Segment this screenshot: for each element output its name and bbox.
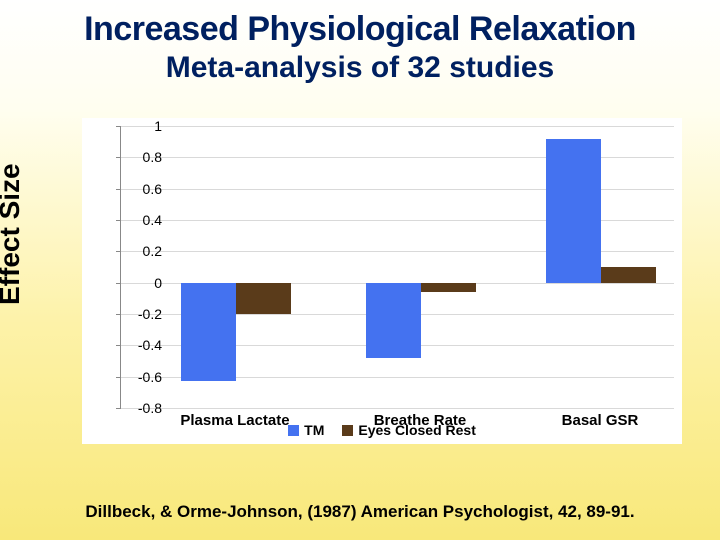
bar: [601, 267, 656, 283]
tick-marker: [116, 126, 121, 127]
y-tick-label: 0.4: [122, 212, 162, 228]
legend: TM Eyes Closed Rest: [82, 422, 682, 438]
y-tick-label: -0.2: [122, 306, 162, 322]
tick-marker: [116, 189, 121, 190]
page-subtitle: Meta-analysis of 32 studies: [0, 51, 720, 85]
grid-line: [121, 408, 674, 409]
tick-marker: [116, 283, 121, 284]
legend-label: TM: [304, 422, 324, 438]
citation-text: Dillbeck, & Orme-Johnson, (1987) America…: [0, 502, 720, 522]
tick-marker: [116, 314, 121, 315]
y-tick-label: 0.2: [122, 243, 162, 259]
bar: [181, 283, 236, 382]
y-tick-label: 0.8: [122, 149, 162, 165]
bar: [421, 283, 476, 292]
grid-line: [121, 126, 674, 127]
legend-item: Eyes Closed Rest: [342, 422, 476, 438]
tick-marker: [116, 220, 121, 221]
y-tick-label: -0.8: [122, 400, 162, 416]
bar: [236, 283, 291, 314]
plot-area: [120, 126, 674, 408]
y-tick-label: -0.4: [122, 337, 162, 353]
legend-item: TM: [288, 422, 324, 438]
tick-marker: [116, 408, 121, 409]
bar: [366, 283, 421, 358]
tick-marker: [116, 157, 121, 158]
bar: [546, 139, 601, 283]
chart-area: Plasma LactateBreathe RateBasal GSR TMEy…: [82, 118, 682, 444]
y-tick-label: 0: [122, 275, 162, 291]
y-tick-label: -0.6: [122, 369, 162, 385]
tick-marker: [116, 377, 121, 378]
y-axis-label: Effect Size: [0, 163, 26, 305]
tick-marker: [116, 345, 121, 346]
tick-marker: [116, 251, 121, 252]
legend-swatch: [342, 425, 353, 436]
page-title: Increased Physiological Relaxation: [0, 0, 720, 49]
legend-swatch: [288, 425, 299, 436]
y-tick-label: 1: [122, 118, 162, 134]
legend-label: Eyes Closed Rest: [358, 422, 476, 438]
y-tick-label: 0.6: [122, 181, 162, 197]
